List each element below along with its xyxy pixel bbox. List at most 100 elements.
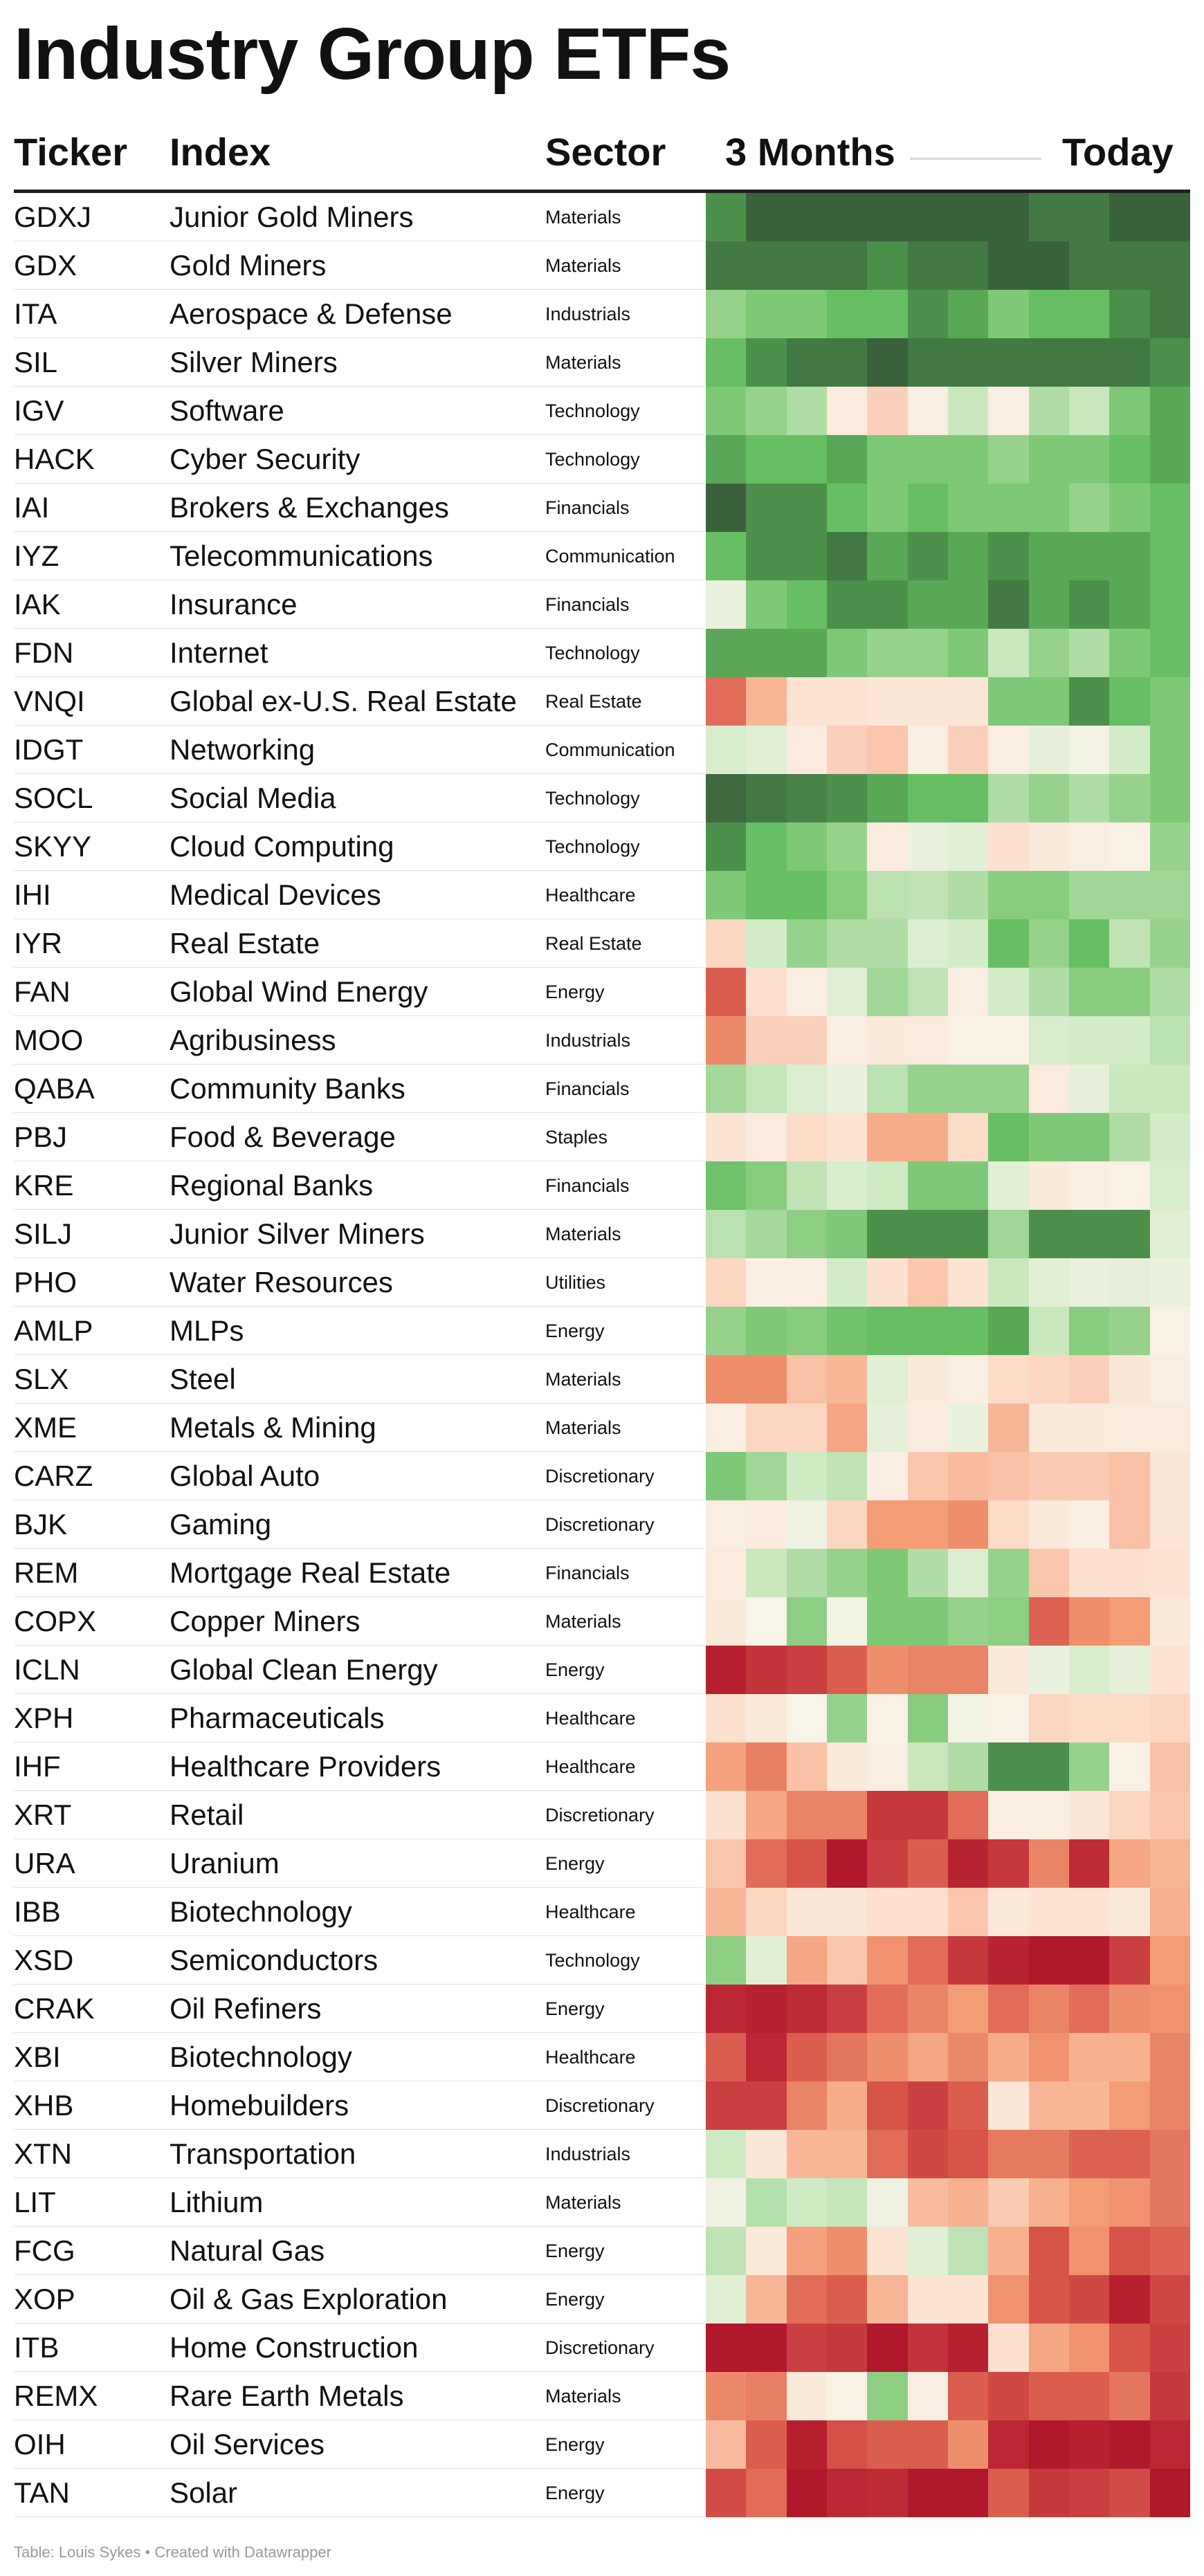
column-header-index[interactable]: Index xyxy=(170,130,271,174)
row-separator xyxy=(14,1984,704,1985)
row-separator xyxy=(14,531,704,532)
sector-cell: Real Estate xyxy=(545,691,642,712)
heatmap-cell xyxy=(867,1258,908,1307)
heatmap-cell xyxy=(1149,435,1190,484)
heatmap-cell xyxy=(947,1016,989,1065)
heatmap-cell xyxy=(786,2469,827,2517)
heatmap-cell xyxy=(826,580,868,629)
heatmap-cell xyxy=(746,193,787,241)
heatmap-cell xyxy=(746,435,787,484)
heatmap-cell xyxy=(826,1936,868,1985)
period-connector-line xyxy=(910,158,1041,160)
heatmap-cell xyxy=(1068,1888,1110,1936)
heatmap-cell xyxy=(786,2130,827,2178)
sector-cell: Technology xyxy=(545,788,640,809)
index-cell: Silver Miners xyxy=(170,346,338,378)
heatmap-cell xyxy=(746,2469,787,2517)
heatmap-cell xyxy=(706,2178,747,2227)
heatmap-cell xyxy=(947,1161,989,1210)
heatmap-cell xyxy=(988,629,1029,677)
table-row: SLX Steel Materials xyxy=(0,1355,1204,1404)
row-separator xyxy=(14,1354,704,1355)
table-row: VNQI Global ex-U.S. Real Estate Real Estat… xyxy=(0,677,1204,726)
heatmap-cell xyxy=(706,2372,747,2420)
heatmap-cell xyxy=(706,774,747,822)
heatmap-cell xyxy=(786,2324,827,2372)
heatmap-cell xyxy=(746,1210,787,1258)
table-row: ICLN Global Clean Energy Energy xyxy=(0,1646,1204,1694)
heatmap-cell xyxy=(907,2275,948,2324)
heatmap-cell xyxy=(947,1839,989,1888)
heatmap-cell xyxy=(706,1161,747,1210)
index-cell: Oil Services xyxy=(170,2428,325,2460)
heatmap-cell xyxy=(746,774,787,822)
heatmap-cell xyxy=(746,1016,787,1065)
sector-cell: Discretionary xyxy=(545,1466,655,1487)
heatmap-strip xyxy=(706,1258,1190,1307)
heatmap-cell xyxy=(786,1113,827,1161)
heatmap-cell xyxy=(1149,2178,1190,2227)
heatmap-cell xyxy=(907,2178,948,2227)
index-cell: Food & Beverage xyxy=(170,1121,396,1153)
heatmap-cell xyxy=(1109,822,1150,871)
heatmap-cell xyxy=(867,1452,908,1500)
table-row: REMX Rare Earth Metals Materials xyxy=(0,2372,1204,2420)
heatmap-cell xyxy=(1028,2324,1069,2372)
heatmap-cell xyxy=(1028,2227,1069,2275)
heatmap-strip xyxy=(706,1646,1190,1694)
index-cell: Retail xyxy=(170,1798,244,1831)
heatmap-cell xyxy=(988,2324,1029,2372)
heatmap-strip xyxy=(706,1549,1190,1597)
row-separator xyxy=(14,2468,704,2469)
heatmap-cell xyxy=(1068,1404,1110,1452)
heatmap-cell xyxy=(867,435,908,484)
ticker-cell: IAK xyxy=(14,588,61,620)
table-row: ITA Aerospace & Defense Industrials xyxy=(0,290,1204,338)
heatmap-cell xyxy=(867,2178,908,2227)
ticker-cell: BJK xyxy=(14,1508,68,1540)
heatmap-cell xyxy=(947,968,989,1016)
heatmap-cell xyxy=(947,871,989,919)
heatmap-cell xyxy=(867,1210,908,1258)
heatmap-cell xyxy=(826,629,868,677)
heatmap-cell xyxy=(826,435,868,484)
sector-cell: Technology xyxy=(545,1950,640,1971)
heatmap-cell xyxy=(867,532,908,580)
heatmap-cell xyxy=(826,677,868,726)
heatmap-cell xyxy=(1109,1113,1150,1161)
heatmap-cell xyxy=(1149,1161,1190,1210)
heatmap-cell xyxy=(786,1355,827,1404)
heatmap-cell xyxy=(786,1500,827,1549)
heatmap-cell xyxy=(947,2420,989,2469)
heatmap-cell xyxy=(1149,1355,1190,1404)
heatmap-cell xyxy=(1109,1646,1150,1694)
heatmap-cell xyxy=(826,2033,868,2081)
heatmap-cell xyxy=(1068,1549,1110,1597)
heatmap-cell xyxy=(706,968,747,1016)
heatmap-cell xyxy=(706,338,747,387)
heatmap-cell xyxy=(867,871,908,919)
heatmap-strip xyxy=(706,726,1190,774)
heatmap-cell xyxy=(706,1646,747,1694)
ticker-cell: COPX xyxy=(14,1605,97,1637)
heatmap-strip xyxy=(706,338,1190,387)
heatmap-cell xyxy=(907,822,948,871)
heatmap-cell xyxy=(947,1597,989,1646)
index-cell: Natural Gas xyxy=(170,2234,325,2267)
heatmap-cell xyxy=(1028,1065,1069,1113)
table-row: SILJ Junior Silver Miners Materials xyxy=(0,1210,1204,1258)
heatmap-cell xyxy=(988,1258,1029,1307)
heatmap-cell xyxy=(988,1597,1029,1646)
column-header-ticker[interactable]: Ticker xyxy=(14,130,127,174)
heatmap-cell xyxy=(1028,1936,1069,1985)
sector-cell: Materials xyxy=(545,2192,621,2213)
column-header-sector[interactable]: Sector xyxy=(545,130,666,174)
heatmap-cell xyxy=(746,2033,787,2081)
row-separator xyxy=(14,1015,704,1016)
heatmap-cell xyxy=(1028,1549,1069,1597)
heatmap-cell xyxy=(826,1597,868,1646)
heatmap-cell xyxy=(988,1210,1029,1258)
heatmap-cell xyxy=(907,1936,948,1985)
ticker-cell: QABA xyxy=(14,1072,95,1105)
heatmap-cell xyxy=(786,1985,827,2033)
